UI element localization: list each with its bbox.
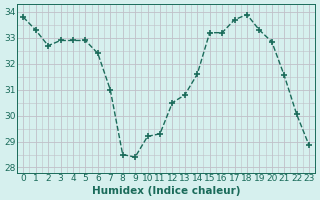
X-axis label: Humidex (Indice chaleur): Humidex (Indice chaleur) xyxy=(92,186,240,196)
